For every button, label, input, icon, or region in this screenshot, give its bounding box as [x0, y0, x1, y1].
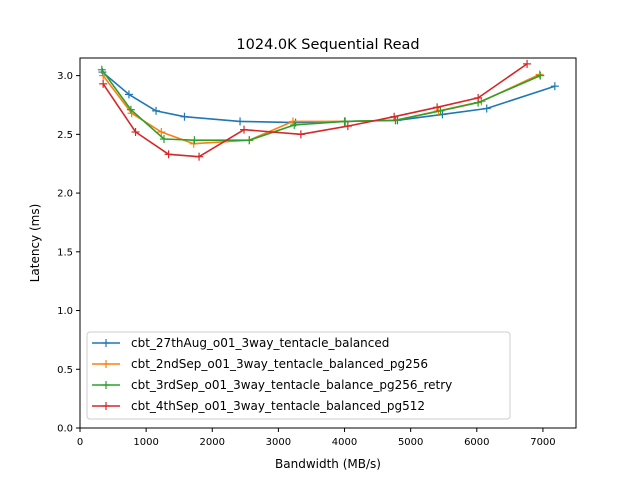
series-line	[102, 63, 528, 158]
series-line	[101, 71, 556, 124]
y-tick-label: 0.0	[57, 424, 73, 435]
y-tick-label: 3.0	[57, 71, 73, 82]
series-4	[99, 59, 532, 161]
legend-label: cbt_2ndSep_o01_3way_tentacle_balanced_pg…	[131, 357, 428, 371]
series-line	[101, 69, 541, 141]
x-tick-label: 1000	[133, 437, 158, 448]
y-axis: 0.0 0.5 1.0 1.5 2.0 2.5 3.0	[57, 71, 80, 435]
data-point	[390, 112, 399, 121]
chart-title: 1024.0K Sequential Read	[236, 37, 419, 53]
data-point	[482, 104, 491, 113]
legend-entries: cbt_27thAug_o01_3way_tentacle_balancedcb…	[92, 336, 452, 413]
x-tick-label: 5000	[398, 437, 423, 448]
data-point	[152, 106, 161, 115]
series-3	[97, 65, 545, 145]
plot-frame	[79, 57, 577, 429]
series-1	[98, 68, 559, 127]
data-point	[438, 110, 447, 119]
data-point	[523, 59, 532, 68]
plot-area	[79, 57, 577, 429]
data-point	[157, 128, 166, 136]
legend-label: cbt_4thSep_o01_3way_tentacle_balanced_pg…	[131, 399, 425, 413]
data-point	[474, 93, 483, 102]
data-point	[433, 103, 442, 112]
data-point	[340, 117, 349, 126]
data-point	[536, 71, 545, 80]
legend-box	[86, 331, 511, 420]
series-layer	[97, 59, 559, 161]
data-point	[391, 116, 400, 125]
data-point	[535, 70, 544, 79]
x-axis: 0 1000 2000 3000 4000 5000 6000 7000	[77, 428, 556, 448]
data-point	[124, 90, 133, 99]
y-tick-label: 2.5	[57, 130, 73, 141]
data-point	[97, 65, 106, 74]
legend-label: cbt_27thAug_o01_3way_tentacle_balanced	[131, 336, 389, 350]
data-point	[245, 136, 254, 145]
data-point	[195, 152, 204, 161]
legend-entry: cbt_4thSep_o01_3way_tentacle_balanced_pg…	[92, 399, 425, 413]
legend-entry: cbt_27thAug_o01_3way_tentacle_balanced	[92, 336, 389, 350]
data-point	[189, 139, 198, 148]
series-line	[102, 73, 540, 145]
y-tick-label: 1.0	[57, 306, 73, 317]
data-point	[99, 79, 108, 88]
data-point	[236, 117, 245, 126]
data-point	[290, 120, 299, 129]
data-point	[164, 150, 173, 159]
data-point	[240, 125, 249, 134]
data-point	[126, 105, 135, 114]
y-axis-label: Latency (ms)	[28, 204, 42, 283]
y-tick-label: 0.5	[57, 365, 73, 376]
data-point	[288, 117, 297, 126]
x-tick-label: 3000	[266, 437, 291, 448]
x-tick-label: 0	[77, 437, 83, 448]
data-point	[190, 136, 199, 145]
x-axis-label: Bandwidth (MB/s)	[275, 457, 381, 471]
legend: cbt_27thAug_o01_3way_tentacle_balancedcb…	[86, 331, 511, 420]
legend-label: cbt_3rdSep_o01_3way_tentacle_balance_pg2…	[131, 378, 452, 392]
data-point	[550, 82, 559, 91]
data-point	[131, 128, 140, 136]
x-tick-label: 2000	[200, 437, 225, 448]
data-point	[343, 122, 352, 131]
data-point	[159, 135, 168, 144]
data-point	[296, 130, 305, 139]
y-tick-label: 2.0	[57, 189, 73, 200]
x-tick-label: 6000	[464, 437, 489, 448]
data-point	[436, 106, 445, 115]
legend-entry: cbt_3rdSep_o01_3way_tentacle_balance_pg2…	[92, 378, 452, 392]
data-point	[180, 112, 189, 121]
x-tick-label: 7000	[530, 437, 555, 448]
legend-entry: cbt_2ndSep_o01_3way_tentacle_balanced_pg…	[92, 357, 428, 371]
y-tick-label: 1.5	[57, 247, 73, 258]
x-tick-label: 4000	[332, 437, 357, 448]
